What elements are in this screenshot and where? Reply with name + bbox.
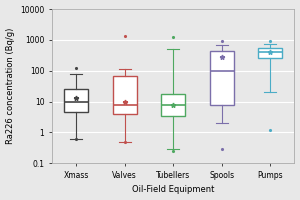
PathPatch shape	[161, 94, 185, 116]
PathPatch shape	[210, 51, 234, 105]
PathPatch shape	[258, 48, 282, 58]
PathPatch shape	[112, 76, 137, 114]
X-axis label: Oil-Field Equipment: Oil-Field Equipment	[132, 185, 214, 194]
PathPatch shape	[64, 89, 88, 112]
Y-axis label: Ra226 concentration (Bq/g): Ra226 concentration (Bq/g)	[6, 28, 15, 144]
